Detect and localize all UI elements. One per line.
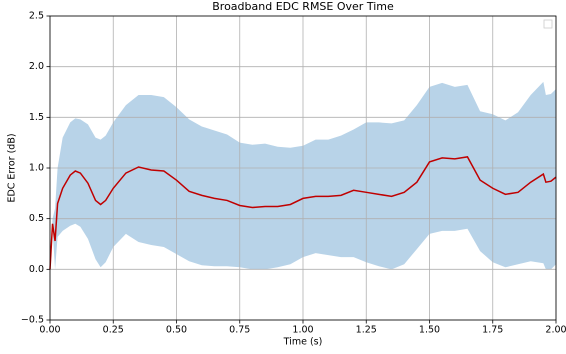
x-tick-label: 1.50 bbox=[419, 325, 440, 336]
y-axis-label: EDC Error (dB) bbox=[7, 133, 18, 202]
x-tick-label: 1.00 bbox=[292, 325, 313, 336]
x-tick-label: 2.00 bbox=[545, 325, 566, 336]
y-tick-label: 0.0 bbox=[29, 264, 44, 275]
chart-title: Broadband EDC RMSE Over Time bbox=[212, 0, 394, 13]
x-tick-label: 1.25 bbox=[356, 325, 377, 336]
x-tick-label: 0.75 bbox=[229, 325, 250, 336]
y-tick-label: 2.5 bbox=[29, 11, 44, 22]
y-tick-label: 0.5 bbox=[29, 213, 44, 224]
x-axis-label: Time (s) bbox=[283, 337, 323, 348]
x-tick-label: 0.50 bbox=[166, 325, 187, 336]
y-tick-label: 1.5 bbox=[29, 112, 44, 123]
legend-box bbox=[543, 19, 553, 29]
x-tick-label: 0.25 bbox=[103, 325, 124, 336]
plot-frame bbox=[49, 15, 557, 321]
line bbox=[49, 156, 557, 270]
x-tick-label: 0.00 bbox=[39, 325, 60, 336]
y-tick-label: 1.0 bbox=[29, 163, 44, 174]
x-tick-label: 1.75 bbox=[482, 325, 503, 336]
y-tick-label: −0.5 bbox=[21, 315, 44, 326]
y-tick-label: 2.0 bbox=[29, 61, 44, 72]
plot-area: 0.00 0.25 0.50 0.75 1.00 1.25 1.50 1.75 2.00 −0.5… bbox=[21, 11, 566, 336]
